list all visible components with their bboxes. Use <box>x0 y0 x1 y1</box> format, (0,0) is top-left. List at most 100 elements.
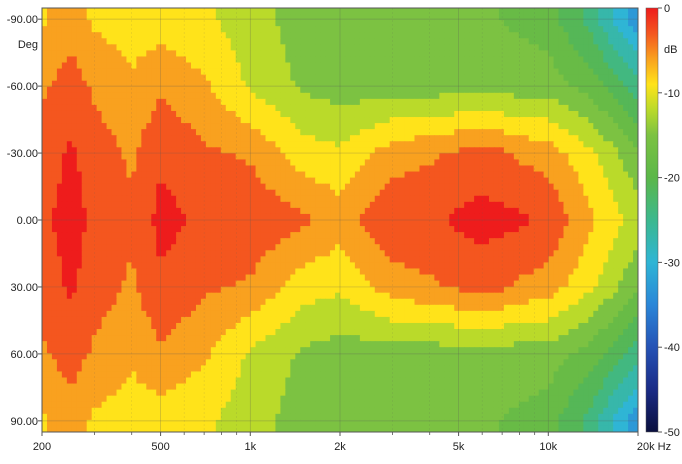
heatmap-cell <box>429 220 435 227</box>
heatmap-cell <box>380 141 386 148</box>
heatmap-cell <box>251 14 257 21</box>
heatmap-cell <box>186 20 192 27</box>
heatmap-cell <box>295 202 301 209</box>
heatmap-cell <box>350 87 356 94</box>
heatmap-cell <box>151 214 157 221</box>
heatmap-cell <box>42 26 48 33</box>
heatmap-cell <box>62 111 68 118</box>
heatmap-cell <box>608 244 614 251</box>
heatmap-cell <box>270 135 276 142</box>
heatmap-cell <box>216 87 222 94</box>
heatmap-cell <box>330 69 336 76</box>
heatmap-cell <box>350 250 356 257</box>
heatmap-cell <box>370 135 376 142</box>
heatmap-cell <box>618 141 624 148</box>
heatmap-cell <box>275 256 281 263</box>
heatmap-cell <box>266 99 272 106</box>
heatmap-cell <box>573 93 579 100</box>
heatmap-cell <box>47 93 53 100</box>
heatmap-cell <box>444 208 450 215</box>
heatmap-cell <box>564 105 570 112</box>
heatmap-cell <box>97 63 103 70</box>
heatmap-cell <box>211 38 217 45</box>
heatmap-cell <box>434 69 440 76</box>
heatmap-cell <box>395 220 401 227</box>
heatmap-cell <box>261 50 267 57</box>
heatmap-cell <box>568 250 574 257</box>
heatmap-cell <box>87 20 93 27</box>
heatmap-cell <box>206 32 212 39</box>
heatmap-cell <box>419 117 425 124</box>
heatmap-cell <box>350 232 356 239</box>
heatmap-cell <box>305 105 311 112</box>
heatmap-cell <box>514 250 520 257</box>
heatmap-cell <box>424 202 430 209</box>
heatmap-cell <box>72 14 78 21</box>
heatmap-cell <box>568 190 574 197</box>
heatmap-cell <box>549 38 555 45</box>
heatmap-cell <box>315 256 321 263</box>
heatmap-cell <box>57 226 63 233</box>
heatmap-cell <box>261 202 267 209</box>
heatmap-cell <box>275 232 281 239</box>
heatmap-cell <box>410 226 416 233</box>
heatmap-cell <box>454 190 460 197</box>
heatmap-cell <box>375 244 381 251</box>
heatmap-cell <box>603 214 609 221</box>
heatmap-cell <box>405 56 411 63</box>
heatmap-cell <box>385 8 391 15</box>
heatmap-cell <box>256 202 262 209</box>
heatmap-cell <box>300 190 306 197</box>
heatmap-cell <box>226 244 232 251</box>
heatmap-cell <box>588 220 594 227</box>
heatmap-cell <box>112 111 118 118</box>
heatmap-cell <box>146 165 152 172</box>
heatmap-cell <box>410 75 416 82</box>
heatmap-cell <box>266 208 272 215</box>
heatmap-cell <box>315 99 321 106</box>
heatmap-cell <box>444 75 450 82</box>
heatmap-cell <box>196 214 202 221</box>
heatmap-cell <box>67 56 73 63</box>
heatmap-cell <box>57 214 63 221</box>
heatmap-cell <box>479 44 485 51</box>
heatmap-cell <box>77 99 83 106</box>
heatmap-cell <box>539 178 545 185</box>
heatmap-cell <box>300 129 306 136</box>
heatmap-cell <box>578 38 584 45</box>
heatmap-cell <box>47 190 53 197</box>
heatmap-cell <box>156 44 162 51</box>
heatmap-cell <box>504 153 510 160</box>
heatmap-cell <box>410 99 416 106</box>
heatmap-cell <box>618 111 624 118</box>
heatmap-cell <box>42 196 48 203</box>
heatmap-cell <box>161 178 167 185</box>
heatmap-cell <box>365 153 371 160</box>
heatmap-cell <box>345 244 351 251</box>
heatmap-cell <box>251 87 257 94</box>
heatmap-cell <box>146 202 152 209</box>
heatmap-cell <box>161 26 167 33</box>
heatmap-cell <box>345 99 351 106</box>
heatmap-cell <box>474 129 480 136</box>
heatmap-cell <box>82 250 88 257</box>
heatmap-cell <box>484 117 490 124</box>
heatmap-cell <box>529 44 535 51</box>
heatmap-cell <box>345 184 351 191</box>
heatmap-cell <box>97 93 103 100</box>
heatmap-cell <box>146 196 152 203</box>
heatmap-cell <box>310 165 316 172</box>
heatmap-cell <box>464 56 470 63</box>
heatmap-cell <box>499 75 505 82</box>
heatmap-cell <box>270 93 276 100</box>
heatmap-cell <box>121 14 127 21</box>
heatmap-cell <box>171 38 177 45</box>
heatmap-cell <box>97 190 103 197</box>
heatmap-cell <box>479 172 485 179</box>
heatmap-cell <box>424 69 430 76</box>
heatmap-cell <box>176 256 182 263</box>
heatmap-cell <box>181 56 187 63</box>
heatmap-cell <box>400 190 406 197</box>
heatmap-cell <box>598 99 604 106</box>
heatmap-cell <box>67 232 73 239</box>
